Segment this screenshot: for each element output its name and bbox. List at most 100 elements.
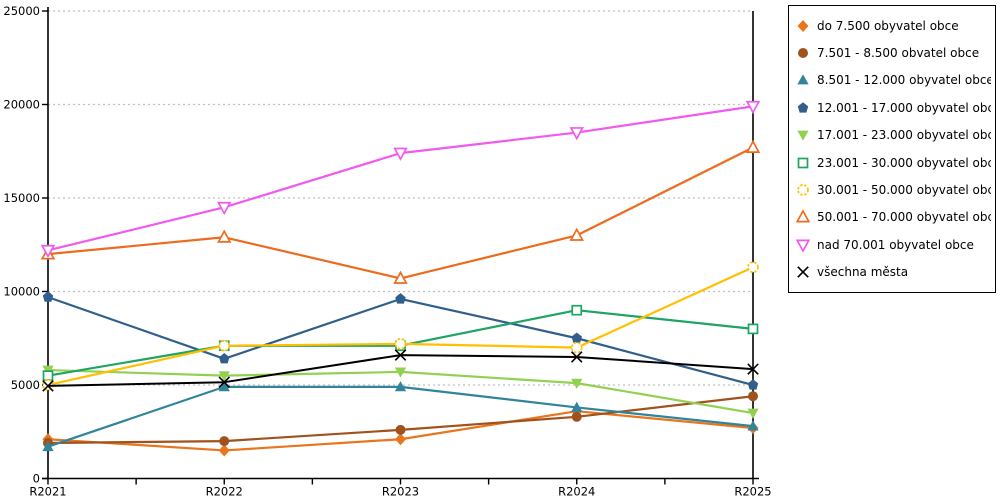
pentagon-filled-icon — [395, 293, 406, 304]
y-axis-label: 25000 — [3, 4, 40, 18]
y-axis-label: 15000 — [3, 191, 40, 205]
legend-item-9: všechna města — [795, 259, 991, 286]
legend-item-label: 7.501 - 8.500 obvatel obce — [817, 46, 980, 61]
legend-item-2: 8.501 - 12.000 obyvatel obce — [795, 67, 991, 94]
circle-open-dashed-icon — [747, 261, 759, 274]
legend-item-5: 23.001 - 30.000 obyvatel obc... — [795, 149, 991, 176]
series-line — [47, 105, 754, 252]
pentagon-filled-icon — [747, 379, 759, 390]
series-3 — [42, 291, 759, 390]
legend-item-0: do 7.500 obyvatel obce — [795, 12, 991, 39]
triangle-down-open-icon — [795, 239, 811, 253]
legend-item-8: nad 70.001 obyvatel obce — [795, 231, 991, 258]
triangle-up-open-icon — [795, 209, 811, 223]
legend-item-label: 12.001 - 17.000 obyvatel obc... — [817, 100, 991, 115]
triangle-down-filled-icon — [394, 367, 407, 378]
triangle-up-filled-icon — [218, 381, 230, 392]
triangle-up-open-icon — [795, 209, 811, 223]
x-icon — [218, 376, 231, 388]
legend-item-label: do 7.500 obyvatel obce — [817, 18, 959, 33]
y-axis-label: 5000 — [11, 378, 40, 392]
x-axis-label: R2021 — [29, 485, 66, 499]
triangle-up-filled-icon — [571, 401, 583, 412]
x-axis-label: R2024 — [558, 485, 595, 499]
axes: 0 5000 10000 15000 20000 25000 R2021 R2022 R2023… — [3, 4, 771, 499]
series — [40, 100, 761, 457]
diamond-filled-icon — [797, 19, 809, 32]
triangle-down-open-icon — [40, 244, 56, 259]
x-icon — [394, 349, 407, 361]
triangle-up-open-icon — [569, 227, 584, 241]
legend-item-label: 30.001 - 50.000 obyvatel obc... — [817, 183, 991, 198]
triangle-up-filled-icon — [394, 381, 407, 392]
pentagon-filled-icon — [797, 102, 809, 113]
y-axis-label: 20000 — [3, 98, 40, 112]
x-icon — [797, 266, 809, 278]
triangle-up-filled-icon — [747, 420, 759, 431]
triangle-up-open-icon — [217, 229, 232, 243]
square-open-icon — [747, 323, 759, 335]
diamond-filled-icon — [395, 433, 406, 446]
gridlines — [48, 10, 753, 386]
legend-item-6: 30.001 - 50.000 obyvatel obc... — [795, 176, 991, 203]
circle-open-dashed-icon — [797, 184, 809, 196]
pentagon-filled-icon — [571, 332, 582, 343]
circle-filled-icon — [395, 424, 406, 435]
pentagon-filled-icon — [797, 102, 809, 113]
diamond-filled-icon — [218, 444, 230, 457]
legend-item-label: 23.001 - 30.000 obyvatel obc... — [817, 155, 991, 170]
legend-item-3: 12.001 - 17.000 obyvatel obc... — [795, 94, 991, 121]
legend-item-label: 17.001 - 23.000 obyvatel obc... — [817, 128, 991, 143]
legend-item-label: 50.001 - 70.000 obyvatel obc... — [817, 210, 991, 225]
x-icon — [570, 351, 583, 363]
series-4 — [42, 365, 759, 419]
square-open-icon — [797, 157, 809, 168]
circle-filled-icon — [798, 48, 808, 59]
triangle-down-open-icon — [745, 100, 761, 115]
diamond-filled-icon — [797, 19, 809, 32]
circle-filled-icon — [748, 391, 758, 402]
circle-filled-icon — [798, 48, 808, 59]
circle-open-dashed-icon — [570, 341, 583, 354]
circle-open-dashed-icon — [797, 184, 809, 196]
series-8 — [40, 100, 761, 259]
x-icon — [797, 266, 809, 278]
legend-item-label: nad 70.001 obyvatel obce — [817, 237, 974, 252]
triangle-up-open-icon — [745, 139, 761, 153]
triangle-down-filled-icon — [571, 378, 583, 389]
triangle-down-open-icon — [569, 127, 584, 141]
triangle-down-filled-icon — [218, 371, 230, 382]
triangle-down-filled-icon — [797, 130, 809, 142]
series-line — [47, 146, 754, 280]
circle-open-dashed-icon — [394, 338, 407, 350]
triangle-down-open-icon — [795, 239, 811, 253]
y-axis-label: 0 — [33, 472, 40, 486]
series-6 — [42, 261, 759, 391]
x-icon — [747, 363, 759, 375]
triangle-up-open-icon — [393, 270, 408, 284]
series-7 — [40, 139, 761, 284]
triangle-down-filled-icon — [797, 130, 809, 142]
square-open-icon — [797, 157, 809, 168]
triangle-up-filled-icon — [797, 74, 809, 85]
legend-item-4: 17.001 - 23.000 obyvatel obc... — [795, 122, 991, 149]
pentagon-filled-icon — [219, 353, 230, 364]
x-axis-label: R2025 — [734, 485, 771, 499]
legend-item-label: 8.501 - 12.000 obyvatel obce — [817, 73, 991, 88]
x-axis-label: R2022 — [206, 485, 243, 499]
series-9 — [42, 349, 759, 392]
legend-item-7: 50.001 - 70.000 obyvatel obc... — [795, 204, 991, 231]
chart-legend: do 7.500 obyvatel obce 7.501 - 8.500 obva… — [788, 5, 996, 293]
series-line — [47, 266, 754, 387]
legend-item-label: všechna města — [817, 265, 909, 280]
square-open-icon — [42, 370, 54, 381]
x-axis-label: R2023 — [382, 485, 419, 499]
square-open-icon — [571, 304, 583, 316]
y-axis-label: 10000 — [3, 285, 40, 299]
triangle-down-open-icon — [393, 147, 408, 161]
triangle-up-filled-icon — [42, 440, 54, 452]
circle-filled-icon — [219, 436, 230, 447]
x-icon — [42, 380, 54, 392]
